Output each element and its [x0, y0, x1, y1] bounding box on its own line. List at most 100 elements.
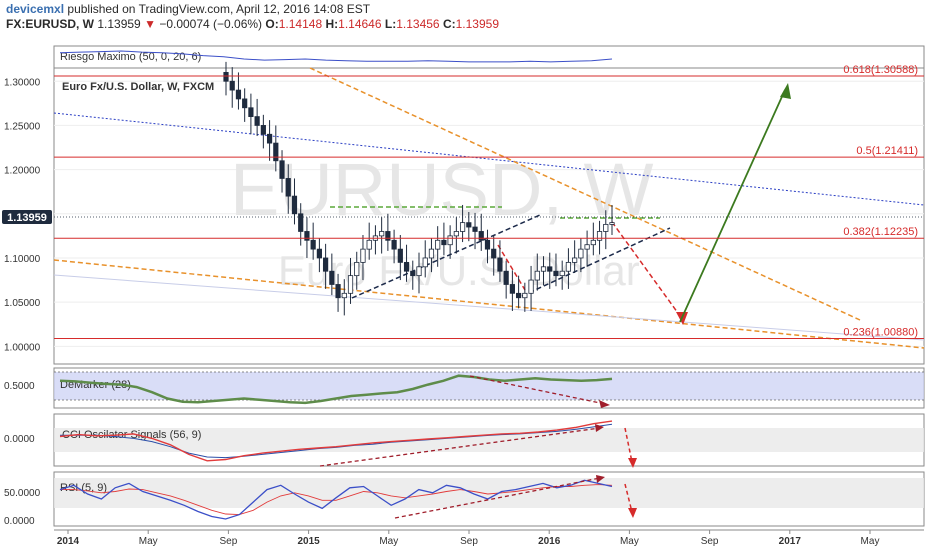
- price-axis-label: 1.30000: [4, 77, 41, 88]
- candle-body: [223, 72, 229, 82]
- riesgo-line: [59, 50, 613, 63]
- rsi-drop-arrowhead: [628, 508, 637, 518]
- candle-body: [447, 235, 453, 246]
- candle-body: [559, 270, 565, 277]
- low-value: 1.13456: [396, 17, 440, 31]
- demarker-band: [54, 372, 924, 400]
- candle-body: [516, 292, 522, 299]
- time-axis-label: May: [139, 536, 158, 547]
- candle-body: [578, 248, 584, 259]
- price-change: −0.00074 (−0.06%): [159, 17, 263, 31]
- candle-body: [335, 284, 341, 299]
- rsi-tick-50: 50.0000: [4, 488, 41, 499]
- cci-divergence[interactable]: [319, 427, 601, 467]
- price-axis-label: 1.20000: [4, 166, 41, 177]
- price-axis-label: 1.05000: [4, 298, 41, 309]
- fib-level-label: 0.5(1.21411): [856, 145, 918, 157]
- high-value: 1.14646: [338, 17, 382, 31]
- cci-line: [59, 420, 613, 462]
- close-label: C:: [442, 17, 456, 31]
- candle-body: [379, 231, 385, 237]
- high-label: H:: [325, 17, 339, 31]
- candle-body: [323, 257, 329, 272]
- demarker-line: [59, 374, 613, 405]
- candle-body: [285, 178, 291, 197]
- candle-body: [298, 213, 304, 232]
- green-arrowhead: [780, 83, 791, 99]
- candle-body: [391, 239, 397, 250]
- candle-body: [329, 270, 335, 285]
- candle-body: [497, 257, 503, 272]
- candle-body: [347, 275, 354, 294]
- candle-body: [316, 248, 322, 259]
- candle-body: [273, 142, 279, 162]
- cci-tick: 0.0000: [4, 434, 35, 445]
- demarker-divergence[interactable]: [469, 375, 606, 405]
- candle-body: [397, 248, 403, 263]
- author-link[interactable]: devicemxl: [6, 2, 65, 16]
- last-price: 1.13959: [97, 17, 141, 31]
- channel-line-1[interactable]: [351, 214, 541, 299]
- channel-line-2[interactable]: [521, 227, 671, 297]
- rsi-line: [59, 479, 613, 520]
- candle-body: [291, 195, 298, 215]
- orange-trendline-upper[interactable]: [309, 67, 861, 321]
- fib-level-label: 0.236(1.00880): [843, 327, 918, 339]
- candle-body: [229, 80, 235, 91]
- candle-body: [596, 231, 603, 241]
- candle-body: [235, 89, 242, 100]
- time-axis-label: 2015: [297, 536, 320, 547]
- cci-drop-arrow[interactable]: [624, 427, 633, 463]
- candle-body: [366, 239, 372, 250]
- candle-body: [385, 231, 391, 241]
- symbol-label: FX:EURUSD, W: [6, 17, 94, 31]
- candle-body: [584, 244, 590, 250]
- fibonacci-levels: 0.618(1.30588) 0.5(1.21411) 0.382(1.12235)…: [54, 64, 924, 340]
- blue-trendline[interactable]: [53, 112, 925, 206]
- time-axis-label: Sep: [460, 536, 478, 547]
- price-panel: [53, 67, 925, 365]
- time-axis-label: 2014: [57, 536, 80, 547]
- rsi-ma-line: [60, 484, 613, 516]
- orange-trendline-lower[interactable]: [53, 259, 925, 349]
- candle-body: [453, 231, 459, 237]
- price-badge: [2, 210, 52, 224]
- rsi-drop-arrow[interactable]: [624, 483, 633, 513]
- down-arrow-icon: ▼: [144, 17, 156, 31]
- watermark-symbol: EURUSD, W: [230, 148, 654, 231]
- cci-drop-arrowhead: [628, 458, 637, 468]
- candle-body: [248, 107, 254, 117]
- candle-body: [553, 270, 559, 277]
- time-axis-label: May: [379, 536, 398, 547]
- demarker-tick: 0.5000: [4, 381, 35, 392]
- candle-body: [459, 222, 466, 232]
- candle-body: [410, 270, 416, 277]
- time-axis-label: Sep: [220, 536, 238, 547]
- time-axis-label: May: [861, 536, 880, 547]
- candle-body: [260, 125, 266, 135]
- time-axis-label: Sep: [701, 536, 719, 547]
- candle-body: [435, 239, 441, 250]
- header-line-2: FX:EURUSD, W 1.13959 ▼ −0.00074 (−0.06%)…: [6, 17, 499, 32]
- rsi-title: RSI (5, 9): [60, 482, 107, 494]
- header-line-1: devicemxl published on TradingView.com, …: [6, 2, 499, 17]
- candle-body: [441, 239, 447, 246]
- chart-header: devicemxl published on TradingView.com, …: [6, 2, 499, 34]
- green-target-arrow[interactable]: [679, 89, 786, 323]
- low-label: L:: [384, 17, 397, 31]
- lavender-trendline[interactable]: [53, 274, 925, 341]
- time-axis-label: May: [620, 536, 639, 547]
- time-axis: 2014 May Sep 2015 May Sep 2016 May Sep 2017 May: [57, 530, 880, 547]
- candle-body: [603, 223, 609, 232]
- candle-body: [466, 222, 472, 228]
- candle-body: [565, 261, 572, 272]
- open-value: 1.14148: [278, 17, 323, 31]
- candle-body: [609, 222, 615, 225]
- red-projection-1[interactable]: [497, 244, 526, 291]
- candle-body: [540, 266, 547, 272]
- publish-info: published on TradingView.com, April 12, …: [67, 2, 371, 16]
- candle-body: [534, 270, 540, 281]
- candle-body: [422, 257, 428, 268]
- watermark: EURUSD, W Euro Fx/U.S. Dollar: [230, 148, 654, 294]
